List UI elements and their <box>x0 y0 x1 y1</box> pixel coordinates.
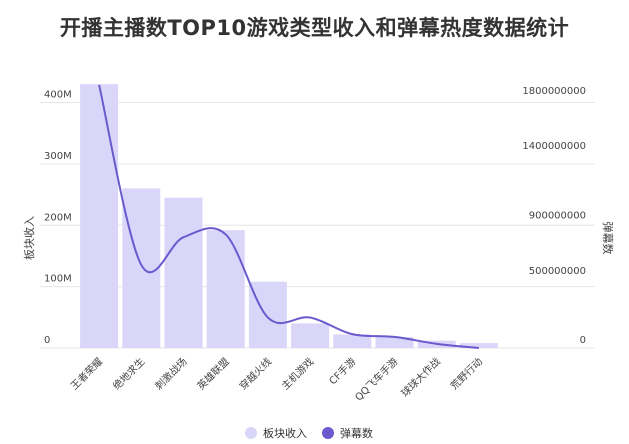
x-tick-label: 刺激战场 <box>152 355 189 392</box>
x-tick-label: CF手游 <box>326 355 358 387</box>
left-axis: 0 100M 200M 300M 400M <box>44 90 72 346</box>
line-point[interactable] <box>349 331 355 337</box>
bar[interactable] <box>206 230 245 348</box>
line-point[interactable] <box>181 234 187 240</box>
x-axis: 王者荣耀 绝地求生 刺激战场 英雄联盟 穿越火线 主机游戏 CF手游QQ飞车手游 球球大作战荒… <box>68 355 485 404</box>
line-point[interactable] <box>434 341 440 347</box>
right-axis-title: 弹幕数 <box>601 222 615 255</box>
line-point[interactable] <box>265 315 271 321</box>
x-tick-label: 穿越火线 <box>237 355 274 392</box>
left-tick-label: 300M <box>44 151 72 162</box>
right-tick-label: 900000000 <box>529 210 586 221</box>
x-tick-label: 主机游戏 <box>279 355 316 392</box>
bar[interactable] <box>375 336 414 348</box>
x-tick-label: QQ飞车手游 <box>352 355 401 404</box>
left-tick-label: 200M <box>44 212 72 223</box>
right-tick-label: 1800000000 <box>522 86 586 97</box>
line-point[interactable] <box>96 82 102 88</box>
line-point[interactable] <box>307 315 313 321</box>
bar[interactable] <box>459 343 498 348</box>
left-axis-title: 板块收入 <box>22 216 36 260</box>
legend-bar-swatch[interactable] <box>245 427 257 439</box>
bar[interactable] <box>122 188 161 348</box>
legend-bar-label[interactable]: 板块收入 <box>263 426 307 440</box>
line-point[interactable] <box>138 262 144 268</box>
legend-line-swatch[interactable] <box>322 427 334 439</box>
bar[interactable] <box>80 84 119 349</box>
line-point[interactable] <box>476 345 482 351</box>
bar-series <box>80 84 498 349</box>
bar[interactable] <box>248 281 287 348</box>
legend: 板块收入 弹幕数 <box>245 426 373 440</box>
bar[interactable] <box>164 197 203 348</box>
left-tick-label: 400M <box>44 90 72 101</box>
line-point[interactable] <box>223 231 229 237</box>
left-tick-label: 100M <box>44 274 72 285</box>
bar[interactable] <box>291 323 330 348</box>
x-tick-label: 王者荣耀 <box>68 356 105 393</box>
right-axis: 0 500000000 900000000 1400000000 1800000000 <box>522 86 586 346</box>
line-series <box>96 82 482 351</box>
chart-title: 开播主播数TOP10游戏类型收入和弹幕热度数据统计 <box>59 16 570 40</box>
right-tick-label: 1400000000 <box>522 141 586 152</box>
x-tick-label: 英雄联盟 <box>194 355 231 392</box>
danmaku-line <box>98 84 479 349</box>
right-tick-label: 0 <box>580 335 586 346</box>
bar[interactable] <box>333 334 372 349</box>
left-tick-label: 0 <box>44 335 50 346</box>
x-tick-label: 荒野行动 <box>448 355 485 392</box>
legend-line-label[interactable]: 弹幕数 <box>340 426 373 440</box>
x-tick-label: 球球大作战 <box>398 355 443 400</box>
right-tick-label: 500000000 <box>529 266 586 277</box>
line-point[interactable] <box>392 334 398 340</box>
x-tick-label: 绝地求生 <box>110 355 147 392</box>
